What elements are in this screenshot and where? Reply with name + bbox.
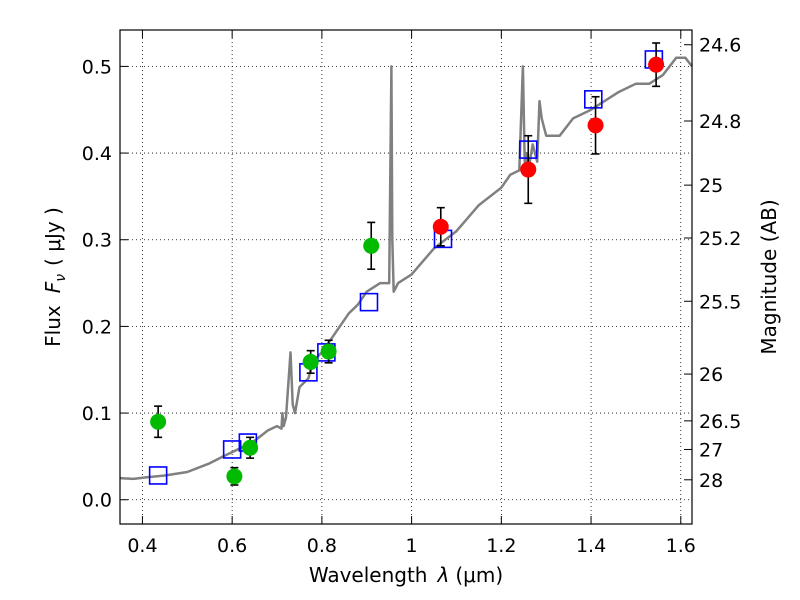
x-tick-label: 1.6	[666, 535, 696, 557]
model-photometry-square	[359, 292, 379, 312]
y2-axis-label: Magnitude (AB)	[757, 199, 781, 354]
x-tick-label: 0.6	[217, 535, 247, 557]
model-photometry-square	[584, 90, 603, 109]
y-tick-label: 0.4	[82, 143, 112, 165]
y-axis-label-subscript: ν	[53, 274, 69, 282]
y-tick-label: 0.2	[82, 316, 112, 338]
y2-tick-label: 25.2	[699, 228, 741, 250]
optical-point	[242, 439, 259, 456]
y2-tick-label: 24.6	[699, 35, 741, 57]
near-ir-point	[648, 56, 665, 73]
near-ir-point	[432, 218, 449, 235]
optical-point	[302, 353, 319, 370]
x-axis-label: Wavelength λ (μm)	[309, 563, 503, 587]
x-axis-label-symbol: λ	[437, 563, 450, 587]
optical-point	[363, 237, 380, 254]
model-photometry-square	[148, 466, 168, 485]
grid	[120, 30, 692, 524]
optical-point	[320, 343, 337, 360]
y2-tick-label: 26	[699, 364, 723, 386]
y2-tick-label: 26.5	[699, 411, 741, 433]
plot-frame	[119, 29, 693, 525]
optical-point	[150, 413, 167, 430]
y-tick-label: 0.3	[82, 230, 112, 252]
y-axis-label-symbol: F	[41, 281, 65, 293]
x-tick-label: 1.4	[576, 535, 606, 557]
model-photometry-square	[222, 440, 242, 459]
plot-data	[119, 42, 693, 486]
near-ir-point	[520, 161, 537, 178]
optical-point	[226, 468, 243, 485]
ticks: 0.4 0.6 0.8 1 1.2 1.4 1.6 0.0 0.1 0.2 0.3 0.4 0.5 24.…	[82, 30, 741, 557]
y2-tick-label: 25	[699, 175, 723, 197]
y-axis-label-unit: ( μJy )	[41, 207, 65, 266]
y2-tick-label: 27	[699, 439, 723, 461]
y-axis-label-text: Flux	[41, 305, 65, 347]
y-tick-label: 0.0	[82, 490, 112, 512]
x-tick-label: 0.8	[307, 535, 337, 557]
x-tick-label: 1	[406, 535, 418, 557]
y-tick-label: 0.5	[82, 56, 112, 78]
y2-tick-label: 25.5	[699, 291, 741, 313]
x-axis-label-unit: (μm)	[455, 563, 503, 587]
y2-tick-label: 28	[699, 470, 723, 492]
x-tick-label: 1.2	[486, 535, 516, 557]
y-tick-label: 0.1	[82, 403, 112, 425]
x-tick-label: 0.4	[127, 535, 157, 557]
model-spectrum-line	[119, 56, 693, 481]
x-axis-label-text: Wavelength	[309, 563, 428, 587]
y2-tick-label: 24.8	[699, 111, 741, 133]
near-ir-point	[587, 117, 604, 134]
y-axis-label: Flux Fν ( μJy )	[41, 207, 69, 347]
